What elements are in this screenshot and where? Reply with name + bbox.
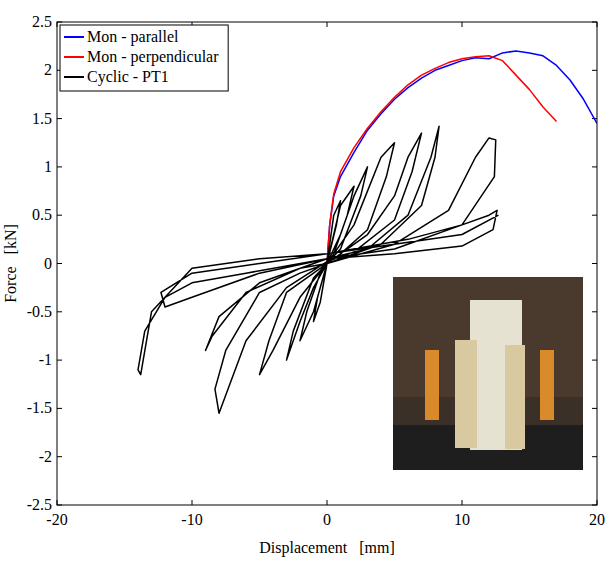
y-tick	[57, 311, 62, 312]
frame	[57, 22, 597, 505]
photo-device	[540, 350, 554, 420]
y-tick	[57, 408, 62, 409]
y-tick-label: 2	[44, 61, 52, 78]
legend-swatch	[64, 76, 84, 78]
x-tick-label: 20	[589, 511, 605, 528]
y-tick-label: -2	[39, 448, 52, 465]
y-tick	[57, 263, 62, 264]
photo-side	[505, 345, 525, 449]
y-tick-right	[592, 215, 597, 216]
y-tick-label: 1.5	[32, 110, 52, 127]
x-tick-label: 10	[454, 511, 470, 528]
x-axis-title: Displacement [mm]	[259, 539, 395, 557]
x-tick	[462, 500, 463, 505]
legend-swatch	[64, 56, 84, 58]
photo-ground	[393, 277, 583, 470]
y-tick-right	[592, 263, 597, 264]
y-tick-label: -1	[39, 351, 52, 368]
y-tick-label: 0.5	[32, 206, 52, 223]
y-tick-right	[592, 360, 597, 361]
y-tick-right	[592, 311, 597, 312]
legend-label: Mon - perpendicular	[87, 48, 219, 66]
y-tick	[57, 215, 62, 216]
y-tick-label: -2.5	[27, 496, 52, 513]
y-tick-label: 2.5	[32, 13, 52, 30]
series-line	[327, 51, 597, 264]
inset-photo	[393, 277, 583, 470]
x-tick-top	[327, 22, 328, 27]
y-tick-right	[592, 166, 597, 167]
background	[0, 0, 616, 568]
photo-device	[425, 350, 439, 420]
photo-side	[455, 340, 477, 448]
chart: -20 -10 0 10 20 -2.5 -2 -1.5 -1 -0.5 0 0.5 1 1.5 2 2.5 M…	[0, 0, 616, 568]
y-tick	[57, 456, 62, 457]
y-tick-right	[592, 456, 597, 457]
y-tick	[57, 166, 62, 167]
x-tick	[327, 500, 328, 505]
x-tick	[192, 500, 193, 505]
y-tick-label: 0	[44, 255, 52, 272]
plot-area	[138, 51, 597, 413]
y-tick	[57, 118, 62, 119]
legend: Mon - parallel Mon - perpendicular Cyclic …	[60, 25, 228, 91]
y-tick-right	[592, 408, 597, 409]
legend-label: Cyclic - PT1	[87, 68, 169, 86]
y-tick-label: 1	[44, 158, 52, 175]
y-tick-label: -0.5	[27, 303, 52, 320]
x-tick-label: 0	[323, 511, 331, 528]
x-tick-label: -10	[181, 511, 202, 528]
x-tick-top	[462, 22, 463, 27]
series-line	[138, 126, 498, 413]
y-tick	[57, 360, 62, 361]
y-axis-title: Force [kN]	[2, 224, 19, 303]
y-tick-right	[592, 70, 597, 71]
legend-swatch	[64, 36, 84, 38]
legend-box	[60, 25, 228, 91]
x-tick-label: -20	[46, 511, 67, 528]
legend-label: Mon - parallel	[87, 28, 179, 46]
y-tick-label: -1.5	[27, 399, 52, 416]
